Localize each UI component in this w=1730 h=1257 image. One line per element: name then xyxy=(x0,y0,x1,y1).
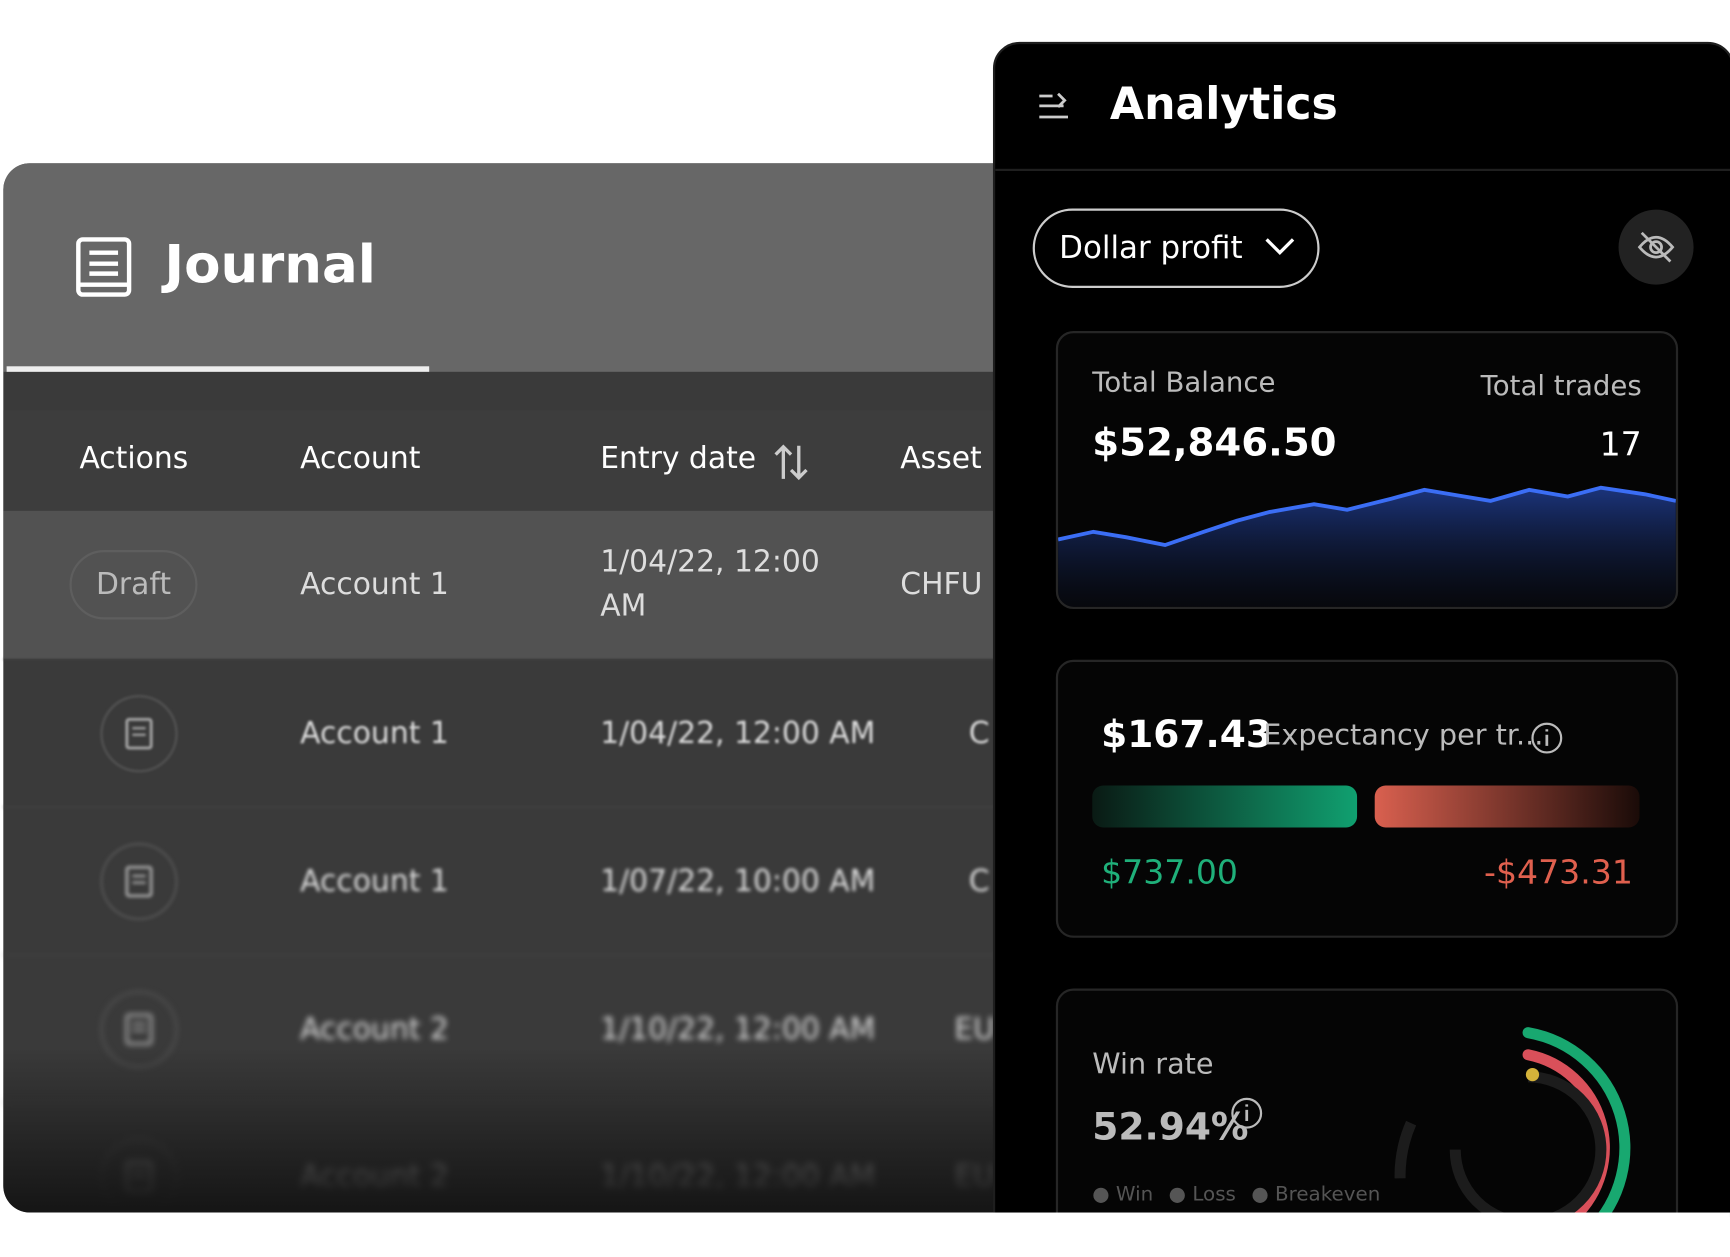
account: Account 2 xyxy=(300,1012,449,1047)
journal-header xyxy=(3,163,1063,372)
collapse-icon[interactable] xyxy=(1037,92,1070,122)
table-row[interactable]: Draft Account 1 1/04/22, 12:00 AM CHFU xyxy=(3,510,999,659)
balance-label: Total Balance xyxy=(1092,366,1276,399)
legend-item: ● Win xyxy=(1092,1182,1154,1206)
column-header: Account xyxy=(300,441,421,476)
fade xyxy=(3,1048,997,1213)
metric-label: Dollar profit xyxy=(1059,229,1243,266)
journal-title: Journal xyxy=(164,233,376,296)
asset: C xyxy=(968,864,990,899)
expectancy-value: $167.43 xyxy=(1101,712,1272,757)
account: Account 1 xyxy=(300,716,449,751)
trades-value: 17 xyxy=(1599,425,1642,465)
stage: Journal Actions Account Entry date Asset… xyxy=(3,41,1730,1247)
win-bar xyxy=(1092,785,1358,828)
info-icon[interactable] xyxy=(1230,1097,1263,1130)
entry-date: 1/04/22, 12:00 AM xyxy=(600,716,876,751)
balance-sparkline xyxy=(1058,485,1676,607)
legend-label: Loss xyxy=(1192,1182,1236,1206)
tab-indicator xyxy=(6,366,430,372)
balance-card: Total Balance $52,846.50 Total trades 17 xyxy=(1055,330,1679,610)
loss-bar xyxy=(1374,785,1640,828)
winrate-value: 52.94% xyxy=(1092,1105,1249,1150)
asset: CHFU xyxy=(900,567,983,602)
bottom-cut xyxy=(0,1212,1730,1257)
winrate-card: Win rate 52.94% ● Win ● Loss ● Breakeven xyxy=(1055,988,1679,1247)
legend-label: Breakeven xyxy=(1274,1182,1381,1206)
legend-item: ● Loss xyxy=(1168,1182,1236,1206)
table-row[interactable]: Account 1 1/04/22, 12:00 AM C xyxy=(3,658,999,808)
analytics-title: Analytics xyxy=(1109,79,1338,131)
win-value: $737.00 xyxy=(1101,853,1238,893)
metric-dropdown[interactable]: Dollar profit xyxy=(1032,208,1320,288)
column-header: Actions xyxy=(79,441,189,476)
journal-icon xyxy=(76,237,132,297)
trades-label: Total trades xyxy=(1480,369,1642,402)
column-header: Asset xyxy=(900,441,982,476)
table-row[interactable]: Account 2 1/10/22, 12:00 AM EU xyxy=(3,954,999,1103)
hide-button[interactable] xyxy=(1617,209,1694,286)
asset: C xyxy=(968,716,990,751)
legend-item: ● Breakeven xyxy=(1251,1182,1381,1206)
entry-date: 1/07/22, 10:00 AM xyxy=(600,864,876,899)
entry-date: 1/04/22, 12:00 AM xyxy=(600,545,820,624)
sort-icon[interactable] xyxy=(773,444,808,482)
table-row[interactable]: Account 1 1/07/22, 10:00 AM C xyxy=(3,806,999,956)
page: Journal Actions Account Entry date Asset… xyxy=(3,41,1730,1247)
account: Account 1 xyxy=(300,567,449,602)
chevron xyxy=(1265,238,1295,255)
expectancy-label: Expectancy per tr... xyxy=(1263,719,1544,753)
row-action-icon[interactable] xyxy=(100,842,178,921)
column-header: Entry date xyxy=(600,441,757,476)
expectancy-card: $167.43 Expectancy per tr... $737.00 -$4… xyxy=(1055,659,1679,938)
legend-label: Win xyxy=(1115,1182,1154,1206)
journal-panel: Journal Actions Account Entry date Asset… xyxy=(3,163,1063,1213)
winrate-rings xyxy=(1394,1027,1631,1237)
table-header: Actions Account Entry date Asset xyxy=(3,410,1063,511)
note-icon xyxy=(125,865,153,898)
info-icon[interactable] xyxy=(1530,722,1563,755)
note-icon xyxy=(125,1013,153,1046)
entry-date: 1/10/22, 12:00 AM xyxy=(600,1012,876,1047)
asset: EU xyxy=(954,1012,995,1047)
divider xyxy=(995,168,1730,172)
balance-value: $52,846.50 xyxy=(1092,421,1337,466)
draft-badge[interactable]: Draft xyxy=(69,549,198,620)
winrate-label: Win rate xyxy=(1092,1048,1214,1082)
account: Account 1 xyxy=(300,864,449,899)
loss-value: -$473.31 xyxy=(1484,853,1633,893)
winrate-legend: ● Win ● Loss ● Breakeven xyxy=(1092,1183,1380,1206)
note-icon xyxy=(125,717,153,750)
row-action-icon[interactable] xyxy=(100,695,178,773)
